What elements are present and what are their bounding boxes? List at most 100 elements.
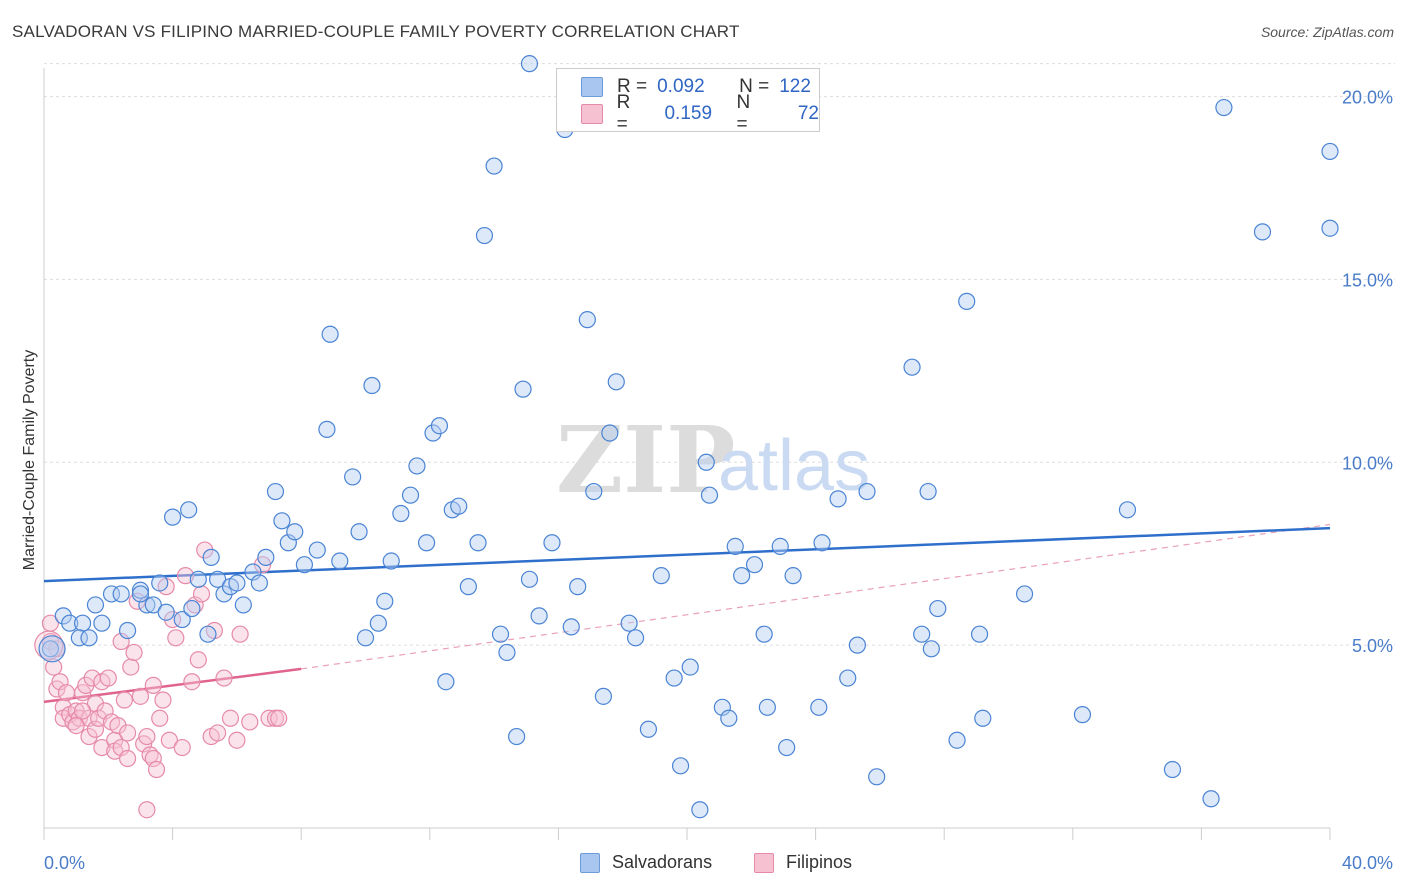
x-tick-label-right: 40.0% — [1342, 853, 1393, 873]
salvadorans-point-46 — [392, 504, 410, 523]
salvadorans-point-5 — [80, 629, 98, 647]
salvadorans-point-48 — [408, 457, 426, 475]
salvadorans-point-38 — [331, 552, 349, 570]
salvadorans-point-4 — [70, 629, 88, 647]
salvadorans-point-57 — [475, 226, 494, 245]
legend-label-salvadorans: Salvadorans — [612, 852, 713, 872]
filipinos-point-29 — [112, 632, 130, 651]
salvadorans-point-87 — [726, 537, 744, 556]
salvadorans-point-115 — [1202, 790, 1220, 808]
salvadorans-point-8 — [102, 585, 121, 603]
salvadorans-point-43 — [369, 614, 387, 632]
legend-row-filipinos: R = 0.159 N = 72 — [581, 92, 819, 135]
filipinos-point-60 — [228, 731, 246, 749]
salvadorans-point-79 — [665, 669, 683, 687]
salvadorans-point-117 — [1321, 142, 1339, 161]
filipinos-point-30 — [115, 691, 133, 709]
filipinos-point-57 — [209, 724, 227, 742]
salvadorans-point-39 — [344, 468, 362, 486]
salvadorans-point-37 — [321, 325, 339, 343]
salvadorans-point-112 — [1073, 706, 1092, 724]
salvadorans-point-110 — [974, 709, 992, 727]
salvadorans-point-60 — [498, 643, 516, 662]
filipinos-point-43 — [154, 691, 172, 709]
filipinos-point-59 — [221, 709, 240, 727]
salvadorans-point-12 — [138, 596, 156, 614]
salvadorans-point-69 — [569, 578, 587, 596]
salvadorans-point-73 — [601, 424, 619, 442]
watermark-atlas: atlas — [718, 426, 870, 506]
salvadorans-point-15 — [157, 603, 175, 621]
salvadorans-point-104 — [913, 625, 931, 643]
filipinos-point-35 — [131, 687, 150, 705]
legend-label-filipinos: Filipinos — [786, 852, 853, 872]
salvadorans-point-77 — [639, 720, 658, 738]
salvadorans-point-20 — [199, 625, 217, 643]
salvadorans-point-36 — [318, 420, 336, 438]
salvadorans-point-76 — [626, 629, 645, 647]
salvadorans-point-25 — [228, 574, 246, 592]
y-tick-labels: 5.0% 10.0% 15.0% 20.0% — [1342, 88, 1393, 657]
salvadorans-point-88 — [733, 567, 751, 585]
filipinos-point-68 — [73, 702, 92, 720]
salvadorans-trend-line — [43, 526, 1331, 583]
salvadorans-point-107 — [948, 731, 966, 749]
salvadorans-point-32 — [279, 534, 297, 552]
filipinos-points — [34, 541, 288, 819]
salvadorans-point-16 — [164, 508, 182, 526]
salvadorans-point-75 — [620, 614, 638, 632]
salvadorans-point-45 — [382, 552, 400, 570]
filipinos-point-62 — [241, 713, 259, 731]
salvadorans-point-47 — [401, 486, 420, 504]
salvadorans-point-98 — [839, 669, 857, 687]
x-tick-label-left: 0.0% — [44, 853, 85, 873]
salvadorans-point-54 — [450, 497, 468, 515]
salvadorans-point-94 — [784, 567, 802, 585]
salvadorans-point-97 — [829, 490, 847, 508]
legend-n-label: N = — [739, 76, 770, 97]
salvadorans-point-27 — [244, 563, 262, 581]
salvadorans-point-102 — [919, 482, 937, 501]
salvadorans-point-29 — [257, 548, 275, 566]
salvadorans-point-95 — [813, 534, 831, 552]
legend-swatch-blue — [581, 77, 603, 97]
salvadorans-point-114 — [1163, 760, 1182, 779]
salvadorans-point-96 — [810, 698, 828, 716]
legend-item-salvadorans[interactable]: Salvadorans — [580, 852, 712, 873]
y-tick-label-1: 10.0% — [1342, 453, 1393, 473]
salvadorans-points — [38, 55, 1339, 819]
salvadorans-point-6 — [86, 596, 105, 614]
filipinos-point-40 — [144, 676, 162, 694]
salvadorans-point-58 — [485, 157, 503, 175]
filipinos-point-45 — [160, 731, 178, 749]
watermark: ZIP atlas — [556, 406, 870, 514]
filipinos-point-7 — [57, 684, 76, 702]
watermark-zip: ZIP — [556, 406, 735, 514]
salvadorans-point-66 — [543, 534, 561, 552]
filipinos-point-4 — [51, 673, 69, 691]
salvadorans-point-113 — [1118, 501, 1137, 519]
salvadorans-point-108 — [958, 292, 976, 310]
salvadorans-point-85 — [713, 698, 731, 716]
salvadorans-point-2 — [61, 614, 79, 632]
salvadorans-point-82 — [691, 801, 709, 819]
filipinos-point-53 — [192, 585, 211, 603]
filipinos-point-28 — [112, 738, 130, 757]
legend-r-value: 0.092 — [657, 76, 705, 97]
salvadorans-point-51 — [430, 417, 449, 435]
salvadorans-point-41 — [356, 629, 375, 647]
salvadorans-point-74 — [607, 373, 625, 391]
y-tick-label-0: 5.0% — [1352, 636, 1393, 656]
legend-swatch-filipinos — [754, 852, 774, 873]
salvadorans-point-100 — [858, 482, 876, 501]
salvadorans-point-44 — [376, 592, 394, 610]
salvadorans-point-109 — [970, 625, 989, 643]
filipinos-point-67 — [138, 801, 156, 819]
salvadorans-point-116 — [1215, 98, 1233, 117]
salvadorans-point-7 — [93, 614, 111, 632]
salvadorans-point-106 — [929, 599, 947, 618]
salvadorans-point-72 — [594, 687, 613, 705]
salvadorans-point-70 — [578, 311, 596, 329]
legend-item-filipinos[interactable]: Filipinos — [754, 852, 852, 873]
